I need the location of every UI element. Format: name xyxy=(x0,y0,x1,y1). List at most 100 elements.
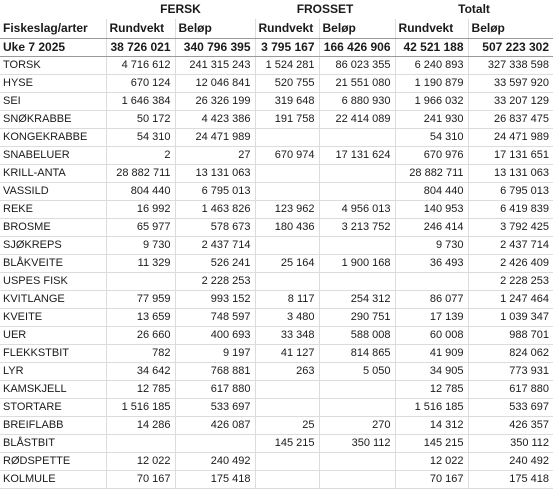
species-rows: TORSK 4 716 612 241 315 243 1 524 281 86 023… xyxy=(0,56,553,489)
cell-value: 782 xyxy=(105,344,175,363)
week-value: 166 426 906 xyxy=(318,38,396,57)
species-name: RØDSPETTE xyxy=(0,452,106,471)
species-name: KOLMULE xyxy=(0,470,106,489)
table-row: VASSILD 804 440 6 795 013 804 440 6 795 013 xyxy=(0,182,553,201)
cell-value: 5 050 xyxy=(318,362,396,381)
cell-value: 1 516 185 xyxy=(105,398,175,417)
cell-value: 33 207 129 xyxy=(467,92,553,111)
species-name: KVEITE xyxy=(0,308,106,327)
cell-value: 1 463 826 xyxy=(174,200,256,219)
cell-value: 34 905 xyxy=(394,362,469,381)
cell-value: 426 087 xyxy=(174,416,256,435)
cell-value: 12 046 841 xyxy=(174,74,256,93)
cell-value: 70 167 xyxy=(105,470,175,489)
empty-corner xyxy=(0,0,106,19)
cell-value xyxy=(254,182,320,201)
cell-value: 65 977 xyxy=(105,218,175,237)
cell-value: 2 228 253 xyxy=(467,272,553,291)
cell-value: 54 310 xyxy=(394,128,469,147)
species-name: USPES FISK xyxy=(0,272,106,291)
cell-value xyxy=(318,398,396,417)
cell-value: 28 882 711 xyxy=(105,164,175,183)
cell-value: 2 437 714 xyxy=(174,236,256,255)
cell-value: 8 117 xyxy=(254,290,320,309)
cell-value: 191 758 xyxy=(254,110,320,129)
cell-value: 1 247 464 xyxy=(467,290,553,309)
cell-value: 50 172 xyxy=(105,110,175,129)
cell-value: 34 642 xyxy=(105,362,175,381)
species-name: STORTARE xyxy=(0,398,106,417)
cell-value: 21 551 080 xyxy=(318,74,396,93)
cell-value: 290 751 xyxy=(318,308,396,327)
cell-value: 240 492 xyxy=(467,452,553,471)
cell-value: 1 190 879 xyxy=(394,74,469,93)
cell-value: 36 493 xyxy=(394,254,469,273)
cell-value: 3 213 752 xyxy=(318,218,396,237)
cell-value: 270 xyxy=(318,416,396,435)
cell-value xyxy=(318,452,396,471)
cell-value: 2 228 253 xyxy=(174,272,256,291)
cell-value: 6 795 013 xyxy=(174,182,256,201)
cell-value xyxy=(105,434,175,453)
cell-value: 578 673 xyxy=(174,218,256,237)
cell-value: 617 880 xyxy=(174,380,256,399)
cell-value: 14 312 xyxy=(394,416,469,435)
week-value: 507 223 302 xyxy=(467,38,553,57)
species-name: BREIFLABB xyxy=(0,416,106,435)
group-fersk: FERSK xyxy=(160,2,201,16)
cell-value: 54 310 xyxy=(105,128,175,147)
cell-value: 25 xyxy=(254,416,320,435)
cell-value: 246 414 xyxy=(394,218,469,237)
table-row: SEI 1 646 384 26 326 199 319 648 6 880 930 1 … xyxy=(0,92,553,111)
cell-value: 1 524 281 xyxy=(254,56,320,75)
species-name: BLÅKVEITE xyxy=(0,254,106,273)
cell-value: 12 022 xyxy=(105,452,175,471)
cell-value: 2 xyxy=(105,146,175,165)
cell-value: 670 124 xyxy=(105,74,175,93)
cell-value xyxy=(394,272,469,291)
species-name: SEI xyxy=(0,92,106,111)
cell-value: 350 112 xyxy=(467,434,553,453)
cell-value: 17 131 624 xyxy=(318,146,396,165)
cell-value: 3 480 xyxy=(254,308,320,327)
group-frosset: FROSSET xyxy=(296,2,354,16)
cell-value: 60 008 xyxy=(394,326,469,345)
frosset-belop-header: Beløp xyxy=(318,19,396,39)
cell-value: 86 077 xyxy=(394,290,469,309)
column-header-row: Fiskeslag/arter Rundvekt Beløp Rundvekt … xyxy=(0,19,553,39)
cell-value: 145 215 xyxy=(254,434,320,453)
table-row: KVITLANGE 77 959 993 152 8 117 254 312 86 077… xyxy=(0,290,553,309)
cell-value: 773 931 xyxy=(467,362,553,381)
cell-value: 70 167 xyxy=(394,470,469,489)
cell-value: 180 436 xyxy=(254,218,320,237)
table-row: FLEKKSTBIT 782 9 197 41 127 814 865 41 909 824… xyxy=(0,344,553,363)
species-name: HYSE xyxy=(0,74,106,93)
cell-value: 26 326 199 xyxy=(174,92,256,111)
cell-value: 1 966 032 xyxy=(394,92,469,111)
cell-value xyxy=(254,164,320,183)
cell-value: 993 152 xyxy=(174,290,256,309)
cell-value: 12 022 xyxy=(394,452,469,471)
cell-value: 241 315 243 xyxy=(174,56,256,75)
cell-value: 533 697 xyxy=(174,398,256,417)
species-name: BLÅSTBIT xyxy=(0,434,106,453)
cell-value xyxy=(254,452,320,471)
table-row: REKE 16 992 1 463 826 123 962 4 956 013 140 9… xyxy=(0,200,553,219)
species-name: SNØKRABBE xyxy=(0,110,106,129)
cell-value: 3 792 425 xyxy=(467,218,553,237)
cell-value xyxy=(254,272,320,291)
cell-value: 11 329 xyxy=(105,254,175,273)
cell-value: 2 437 714 xyxy=(467,236,553,255)
table-row: RØDSPETTE 12 022 240 492 12 022 240 492 xyxy=(0,452,553,471)
table-row: KONGEKRABBE 54 310 24 471 989 54 310 24 471 … xyxy=(0,128,553,147)
cell-value: 27 xyxy=(174,146,256,165)
cell-value: 41 909 xyxy=(394,344,469,363)
table-row: USPES FISK 2 228 253 2 228 253 xyxy=(0,272,553,291)
cell-value: 1 900 168 xyxy=(318,254,396,273)
species-name: KVITLANGE xyxy=(0,290,106,309)
week-value: 3 795 167 xyxy=(254,38,320,57)
cell-value xyxy=(318,128,396,147)
group-header-row: FERSK FROSSET Totalt xyxy=(0,0,553,19)
table-row: KOLMULE 70 167 175 418 70 167 175 418 xyxy=(0,470,553,489)
